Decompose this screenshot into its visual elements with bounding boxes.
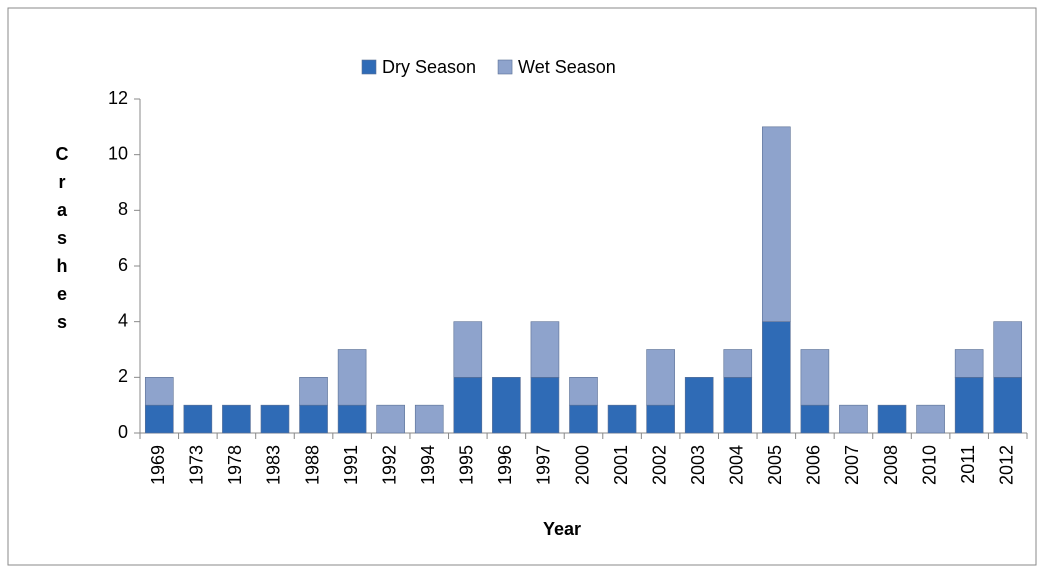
bar-segment (453, 377, 483, 434)
bar-segment (646, 404, 675, 434)
x-tick-label: 2007 (842, 445, 862, 485)
x-tick-label: 2002 (649, 445, 669, 485)
y-axis-title-box: Crashes (55, 144, 69, 332)
bar-segment (607, 404, 637, 434)
bar-segment (993, 377, 1023, 434)
chart-frame (7, 7, 1037, 566)
x-tick-label: 2003 (688, 445, 708, 485)
x-tick-label: 1992 (379, 445, 399, 485)
x-tick-label: 2001 (611, 445, 631, 485)
bar-segment (800, 349, 830, 406)
bar-segment (144, 377, 174, 406)
bar-segment (800, 404, 830, 434)
y-tick-label: 2 (118, 366, 128, 386)
bar-segment (337, 349, 367, 406)
bar-segment (260, 404, 290, 434)
x-tick-label: 1996 (495, 445, 515, 485)
bar-segment (954, 377, 984, 434)
bar-segment (877, 404, 907, 434)
x-tick-label: 1983 (264, 445, 284, 485)
bar-segment (299, 404, 328, 434)
x-tick-label: 2011 (958, 445, 978, 484)
bar-segment (376, 404, 405, 434)
x-tick-label: 1997 (534, 445, 554, 485)
bar-segment (762, 321, 791, 434)
bar-segment (414, 404, 444, 434)
bar-segment (993, 321, 1023, 378)
x-tick-label: 2006 (804, 445, 824, 485)
bar-segment (222, 404, 251, 434)
x-tick-label: 1988 (302, 445, 322, 485)
y-tick-label: 0 (118, 422, 128, 442)
y-tick-label: 8 (118, 199, 128, 219)
bar-segment (183, 404, 213, 434)
bar-segment (954, 349, 984, 378)
bar-segment (916, 404, 945, 434)
x-tick-label: 1994 (418, 445, 438, 485)
legend-label: Dry Season (382, 57, 476, 77)
bar-segment (569, 404, 598, 434)
bar-segment (723, 377, 753, 434)
y-axis-title: Crashes (55, 144, 69, 332)
x-tick-label: 2012 (996, 445, 1016, 485)
legend-swatch (361, 59, 377, 75)
bar-segment (530, 321, 560, 378)
y-tick-label: 12 (108, 88, 128, 108)
bar-segment (762, 126, 791, 322)
legend-label: Wet Season (518, 57, 616, 77)
bar-segment (723, 349, 753, 378)
bar-segment (492, 377, 521, 434)
bar-segment (646, 349, 675, 406)
bar-segment (299, 377, 328, 406)
legend-swatch (497, 59, 513, 75)
x-tick-label: 2008 (881, 445, 901, 485)
bar-segment (839, 404, 868, 434)
bar-segment (569, 377, 598, 406)
x-tick-label: 1973 (187, 445, 207, 485)
bar-segment (144, 404, 174, 434)
y-tick-label: 6 (118, 255, 128, 275)
x-axis-title: Year (543, 519, 581, 539)
bar-segment (337, 404, 367, 434)
bar-segment (453, 321, 483, 378)
x-tick-label: 2010 (919, 445, 939, 485)
x-tick-label: 2000 (572, 445, 592, 485)
y-tick-label: 4 (118, 310, 128, 330)
x-tick-label: 2004 (727, 445, 747, 485)
bar-segment (530, 377, 560, 434)
bar-segment (684, 377, 714, 434)
x-tick-label: 1995 (457, 445, 477, 485)
y-tick-label: 10 (108, 143, 128, 163)
x-tick-label: 1978 (225, 445, 245, 485)
x-tick-label: 2005 (765, 445, 785, 485)
x-tick-label: 1969 (148, 445, 168, 485)
x-tick-label: 1991 (341, 445, 361, 485)
